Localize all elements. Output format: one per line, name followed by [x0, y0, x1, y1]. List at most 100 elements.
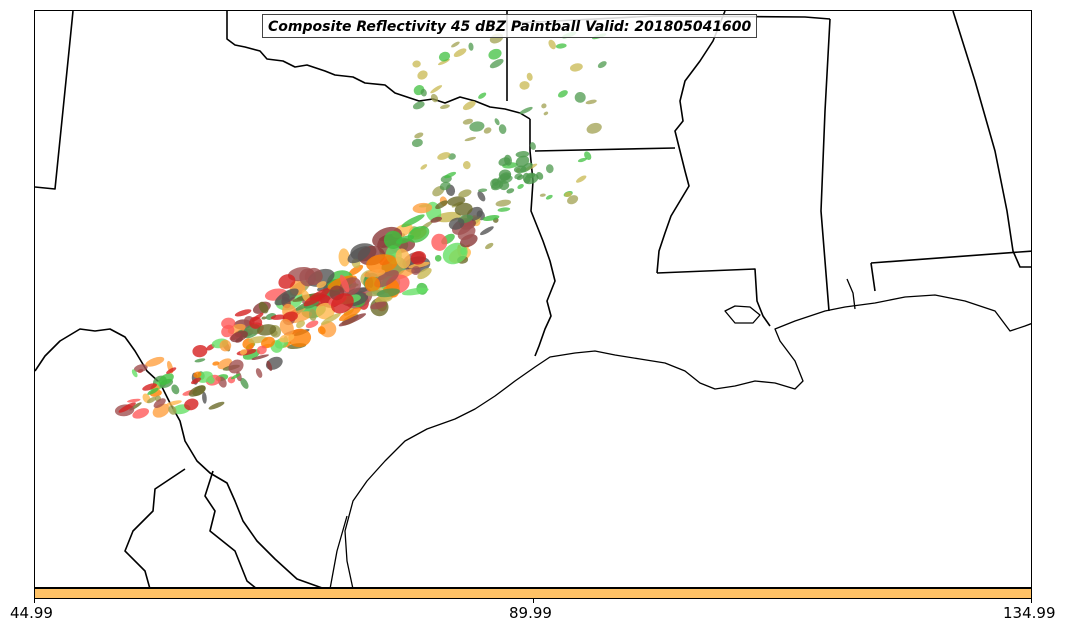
- storm-cell: [266, 360, 273, 372]
- storm-cell: [420, 88, 427, 97]
- storm-cell: [526, 72, 533, 81]
- storm-cell: [498, 124, 507, 134]
- storm-cell: [256, 324, 277, 336]
- storm-cell: [480, 226, 494, 236]
- storm-cell: [519, 81, 530, 90]
- storm-cell: [539, 193, 546, 197]
- storm-cell: [462, 100, 476, 111]
- map-title: Composite Reflectivity 45 dBZ Paintball …: [262, 14, 758, 38]
- storm-cell: [147, 387, 159, 395]
- storm-cell: [339, 307, 361, 322]
- boundary-al-ga: [952, 11, 1031, 268]
- storm-cell: [411, 266, 421, 275]
- boundary-tx-east: [529, 119, 556, 357]
- storm-cell: [517, 184, 524, 189]
- storm-cell: [410, 250, 427, 265]
- storm-cell: [516, 174, 524, 181]
- storm-cell: [557, 90, 568, 98]
- colorbar-tick-max: 134.99: [1003, 604, 1056, 622]
- colorbar-tick-min: 44.99: [10, 604, 53, 622]
- storm-cell: [504, 154, 512, 166]
- state-boundaries: [35, 11, 1031, 587]
- storm-cell: [417, 267, 432, 280]
- storm-cell: [529, 142, 536, 150]
- storm-cell: [567, 195, 579, 205]
- storm-cell: [439, 181, 451, 191]
- storm-cell: [478, 188, 488, 193]
- storm-cell: [145, 356, 165, 367]
- storm-cell: [376, 288, 400, 298]
- storm-cell: [453, 48, 467, 58]
- storm-cell: [442, 242, 468, 265]
- storm-cell: [305, 320, 319, 329]
- storm-cell: [454, 202, 473, 216]
- storm-cell: [564, 192, 572, 197]
- storm-cell: [483, 127, 492, 134]
- storm-cell: [208, 401, 225, 410]
- storm-cell: [574, 91, 586, 103]
- storm-cell: [430, 93, 439, 103]
- storm-cell: [296, 320, 305, 329]
- storm-cell: [401, 214, 425, 228]
- storm-cell: [477, 191, 486, 202]
- colorbar-tick-mid: 89.99: [509, 604, 552, 622]
- storm-cell: [536, 172, 544, 180]
- storm-cell: [555, 43, 567, 49]
- storm-cell: [258, 301, 269, 314]
- storm-cell: [451, 41, 460, 48]
- storm-cell: [166, 400, 182, 406]
- storm-cell: [460, 247, 467, 256]
- storm-cell: [586, 122, 602, 134]
- map-frame: [34, 10, 1032, 588]
- storm-cell: [577, 157, 587, 163]
- storm-cell: [279, 318, 294, 336]
- storm-cell: [444, 171, 457, 179]
- storm-cell: [364, 276, 381, 292]
- storm-cell: [438, 51, 451, 62]
- storm-cell: [142, 383, 157, 391]
- storm-cell: [412, 202, 433, 214]
- storm-cell: [153, 398, 166, 408]
- storm-cell: [239, 349, 248, 355]
- storm-cell: [249, 316, 263, 329]
- storm-cell: [133, 364, 148, 373]
- boundary-nm-west: [35, 11, 74, 190]
- boundary-al-fl: [870, 250, 1031, 264]
- storm-cell: [462, 118, 473, 125]
- storm-cell: [230, 373, 241, 380]
- storm-cell: [469, 121, 485, 132]
- boundary-al-fl-west: [870, 262, 876, 292]
- storm-cell: [499, 180, 510, 191]
- colorbar-tick-mark-2: [1031, 599, 1032, 603]
- storm-cell: [202, 391, 207, 404]
- storm-cell: [478, 92, 487, 99]
- storm-cell: [339, 274, 350, 293]
- barrier-island: [329, 515, 348, 587]
- storm-cell: [366, 254, 398, 273]
- storm-cell: [261, 336, 275, 349]
- storm-cell: [207, 376, 215, 384]
- storm-cell: [338, 248, 350, 267]
- storm-cell: [585, 99, 597, 105]
- storm-cell: [462, 161, 471, 170]
- storm-cell: [315, 302, 335, 320]
- storm-cell: [513, 165, 527, 174]
- gulf-coastline: [329, 278, 1031, 587]
- boundary-mexico-b: [204, 470, 256, 587]
- storm-cell: [543, 111, 549, 116]
- storm-cell: [485, 242, 494, 250]
- storm-cell: [255, 368, 263, 378]
- colorbar-tick-mark-1: [533, 599, 534, 603]
- storm-cell: [412, 60, 421, 68]
- boundary-red-river: [226, 11, 531, 120]
- storm-cell: [437, 152, 451, 160]
- map-canvas: [35, 11, 1031, 587]
- storm-cell: [548, 39, 556, 50]
- storm-cell: [194, 358, 206, 363]
- storm-cell: [278, 274, 296, 289]
- storm-cell: [417, 70, 428, 80]
- boundary-mexico-a: [124, 468, 186, 587]
- storm-cell: [303, 287, 331, 307]
- storm-cell: [497, 207, 511, 212]
- storm-cell: [251, 354, 269, 361]
